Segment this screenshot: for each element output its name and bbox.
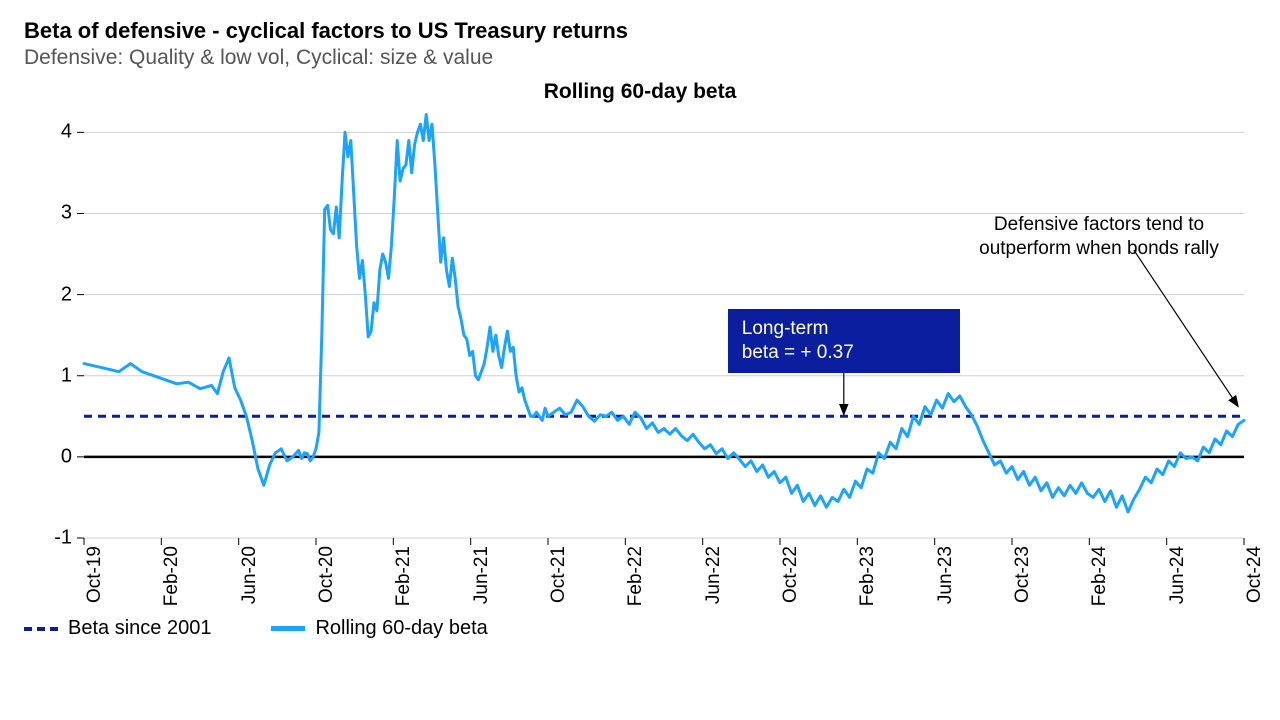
- chart-svg: [84, 108, 1244, 538]
- x-tick-label: Oct-21: [548, 546, 570, 603]
- legend-label-series: Rolling 60-day beta: [315, 617, 487, 640]
- y-tick-label: 0: [61, 445, 72, 468]
- x-tick-label: Jun-20: [239, 546, 261, 604]
- y-tick-label: 3: [61, 202, 72, 225]
- chart-main-title: Beta of defensive - cyclical factors to …: [24, 18, 1256, 44]
- x-tick-label: Jun-21: [471, 546, 493, 604]
- legend-swatch-dashed: [24, 627, 58, 631]
- annotation-longterm-beta: Long-termbeta = + 0.37: [728, 309, 960, 373]
- legend-swatch-solid: [271, 626, 305, 631]
- x-tick-label: Feb-20: [161, 546, 183, 606]
- y-tick-label: 1: [61, 364, 72, 387]
- x-tick-label: Feb-24: [1089, 546, 1111, 606]
- y-tick-label: 2: [61, 283, 72, 306]
- x-tick-label: Jun-24: [1167, 546, 1189, 604]
- x-tick-label: Oct-20: [316, 546, 338, 603]
- x-tick-label: Feb-21: [393, 546, 415, 606]
- x-tick-label: Feb-23: [857, 546, 879, 606]
- x-tick-label: Jun-22: [703, 546, 725, 604]
- chart-subtitle: Defensive: Quality & low vol, Cyclical: …: [24, 46, 1256, 70]
- chart-inner-title: Rolling 60-day beta: [544, 80, 737, 104]
- chart-container: Rolling 60-day beta -101234Oct-19Feb-20J…: [24, 80, 1256, 640]
- legend-item-reference: Beta since 2001: [24, 617, 211, 640]
- x-tick-label: Feb-22: [625, 546, 647, 606]
- plot-area: -101234Oct-19Feb-20Jun-20Oct-20Feb-21Jun…: [84, 108, 1244, 538]
- x-tick-label: Oct-19: [84, 546, 106, 603]
- annotation-defensive-outperform: Defensive factors tend tooutperform when…: [959, 213, 1239, 261]
- x-tick-label: Oct-24: [1244, 546, 1266, 603]
- legend-item-series: Rolling 60-day beta: [271, 617, 487, 640]
- legend: Beta since 2001 Rolling 60-day beta: [24, 617, 488, 640]
- x-tick-label: Jun-23: [935, 546, 957, 604]
- y-tick-label: 4: [61, 121, 72, 144]
- x-tick-label: Oct-23: [1012, 546, 1034, 603]
- x-tick-label: Oct-22: [780, 546, 802, 603]
- legend-label-reference: Beta since 2001: [68, 617, 211, 640]
- y-tick-label: -1: [54, 527, 72, 550]
